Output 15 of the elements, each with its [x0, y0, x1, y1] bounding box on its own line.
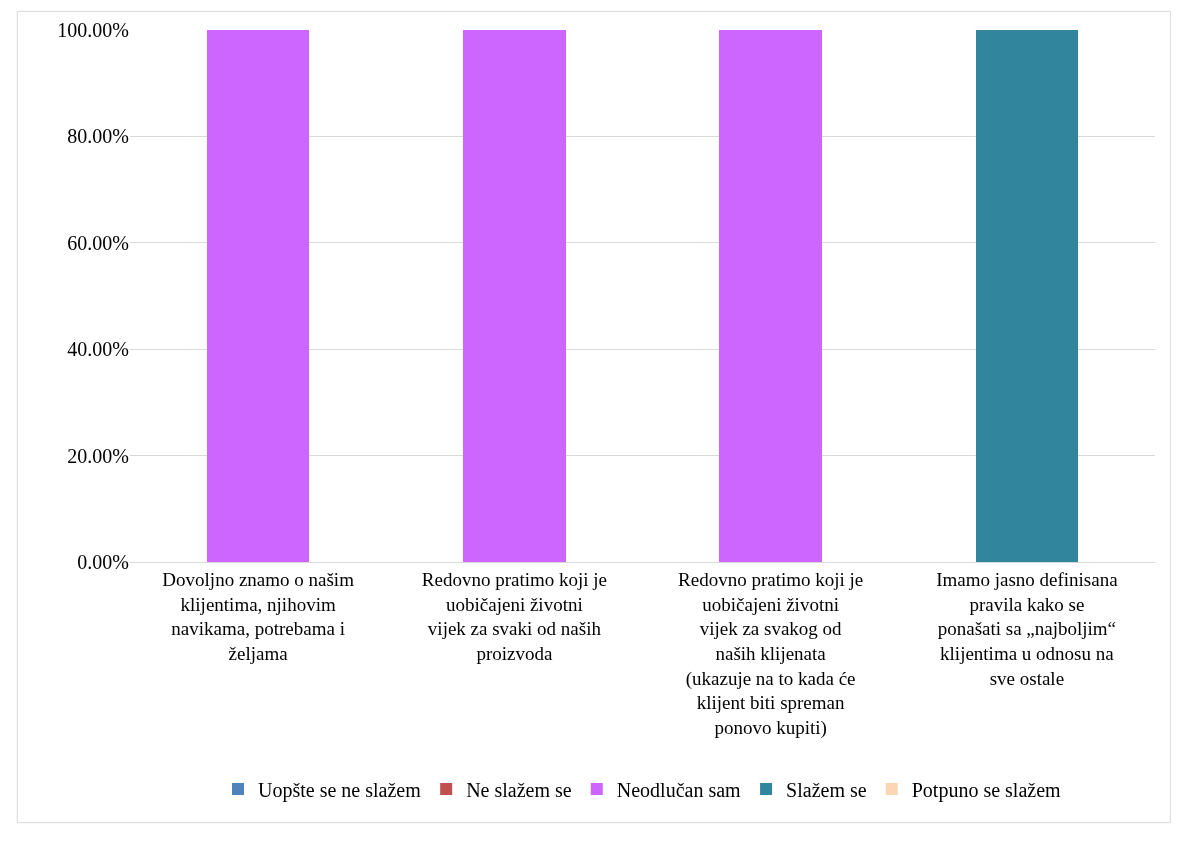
legend-label: Slažem se — [786, 778, 867, 801]
legend-label: Potpuno se slažem — [911, 778, 1062, 802]
y-tick-label: 20.00% — [67, 444, 129, 467]
legend-label: Uopšte se ne slažem — [258, 778, 422, 802]
y-tick-label: 80.00% — [67, 125, 129, 148]
y-tick-label: 40.00% — [67, 338, 129, 361]
x-tick-label: Redovno pratimo koji je uobičajeni životni vijek za svakog od naših klijenata (ukazuje na to kada će klijent biti spreman ponovo kupiti) — [678, 568, 864, 739]
y-tick-label: 0.00% — [77, 551, 129, 573]
y-tick-label: 100.00% — [57, 19, 129, 41]
legend-label: Ne slažem se — [466, 778, 572, 801]
y-tick-label: 60.00% — [67, 231, 129, 254]
legend-label: Neodlučan sam — [616, 778, 742, 801]
x-tick-label: Dovoljno znamo o našim klijentima, njihovim navikama, potrebama i željama — [162, 568, 355, 664]
x-tick-label: Imamo jasno definisana pravila kako se ponašati sa „najboljim“ klijentima u odnosu na sve ostale — [936, 568, 1119, 689]
x-tick-label: Redovno pratimo koji je uobičajeni životni vijek za svaki od naših proizvoda — [421, 568, 607, 664]
